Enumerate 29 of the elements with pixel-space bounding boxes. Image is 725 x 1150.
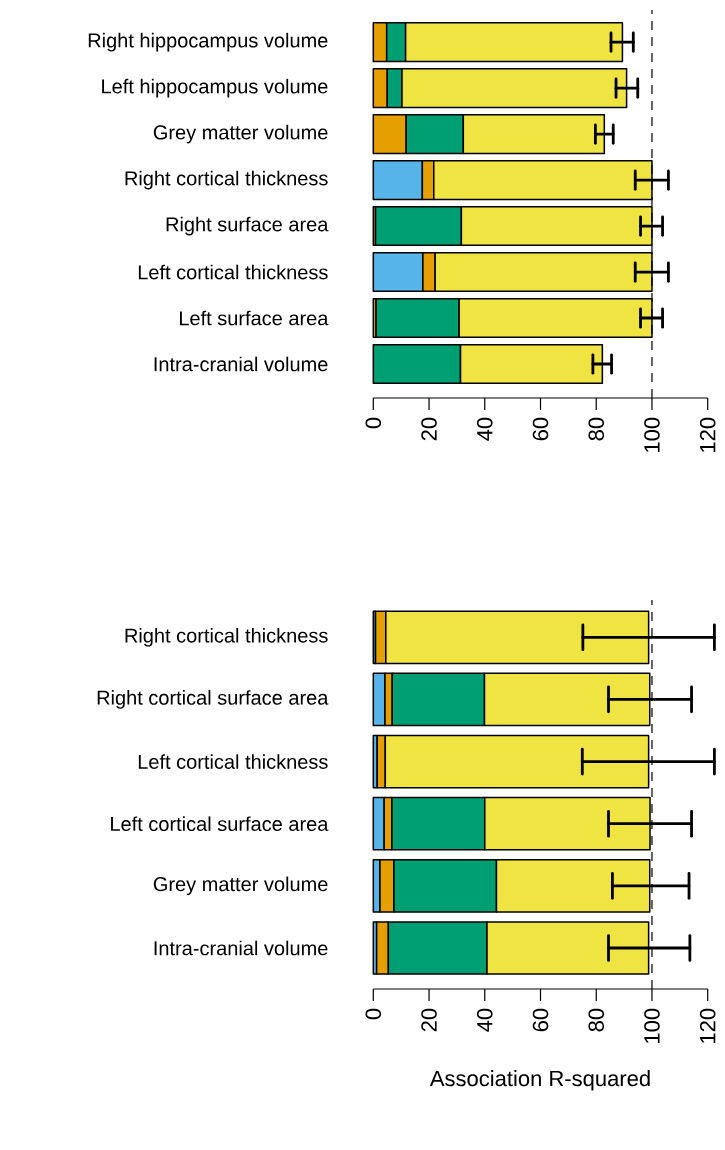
x-tick-label: 40 xyxy=(476,417,493,441)
x-tick-label: 0 xyxy=(365,1008,382,1020)
x-tick-label: 120 xyxy=(699,1008,716,1043)
x-tick-label: 60 xyxy=(532,417,549,441)
y-tick-label: Left surface area xyxy=(179,310,329,326)
y-tick-label: Grey matter volume xyxy=(153,876,328,896)
x-tick-label: 120 xyxy=(699,417,716,452)
x-tick-label: 40 xyxy=(476,1008,493,1032)
y-tick-label: Left cortical thickness xyxy=(138,264,328,280)
y-tick-label: Left cortical surface area xyxy=(111,816,329,832)
x-tick-label: 100 xyxy=(644,417,660,452)
y-tick-label: Right surface area xyxy=(166,216,329,236)
x-axis-title: Association R-squared xyxy=(429,1070,650,1091)
x-tick-label: 80 xyxy=(588,417,605,441)
x-tick-label: 60 xyxy=(532,1008,549,1032)
y-tick-label: Right cortical thickness xyxy=(125,170,328,190)
y-tick-label: Intra-cranial volume xyxy=(154,940,328,956)
y-tick-label: Right cortical thickness xyxy=(125,627,328,647)
y-tick-label: Left cortical thickness xyxy=(138,754,328,769)
y-tick-label: Left hippocampus volume xyxy=(102,78,328,98)
y-tick-label: Grey matter volume xyxy=(153,124,328,144)
x-tick-label: 0 xyxy=(365,417,382,429)
y-tick-label: Right cortical surface area xyxy=(97,690,329,709)
x-tick-label: 20 xyxy=(421,417,437,441)
y-tick-label: Intra-cranial volume xyxy=(154,356,328,372)
y-tick-label: Right hippocampus volume xyxy=(88,32,328,52)
x-tick-label: 80 xyxy=(588,1008,605,1032)
x-tick-label: 100 xyxy=(644,1008,660,1043)
x-tick-label: 20 xyxy=(421,1008,437,1032)
